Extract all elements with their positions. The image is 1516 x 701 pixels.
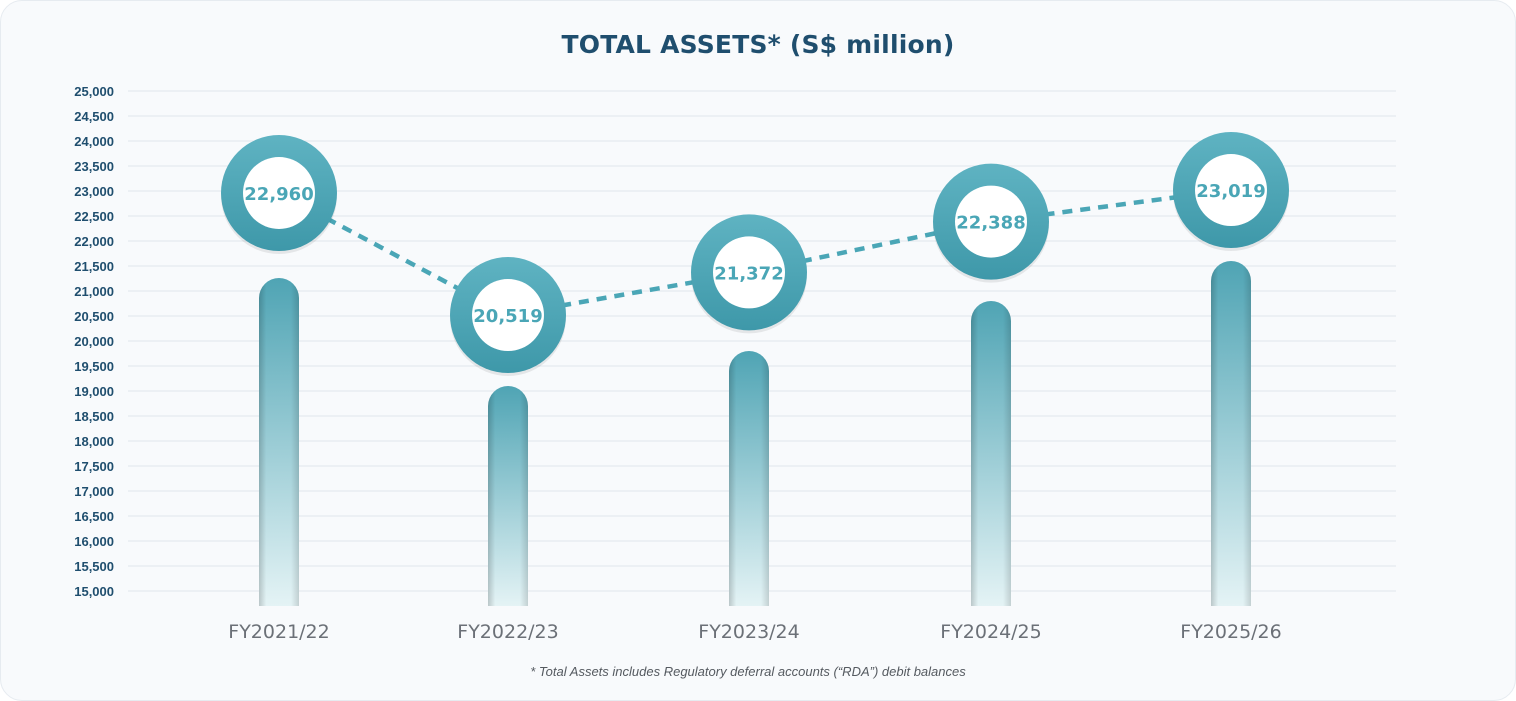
- bar-fy2023-24: [729, 351, 769, 606]
- y-tick-label: 19,000: [74, 384, 114, 399]
- y-tick-label: 17,500: [74, 459, 114, 474]
- bar-fy2021-22: [259, 278, 299, 606]
- x-tick-label: FY2024/25: [940, 621, 1041, 643]
- y-tick-label: 21,500: [74, 259, 114, 274]
- value-ring: 22,960: [221, 135, 337, 254]
- value-ring: 21,372: [691, 214, 807, 334]
- y-axis-ticks: 15,000 15,500 16,000 16,500 17,000 17,500 18,0…: [74, 84, 114, 599]
- y-tick-label: 24,500: [74, 109, 114, 124]
- x-tick-label: FY2025/26: [1180, 621, 1281, 643]
- data-label: 23,019: [1196, 181, 1265, 202]
- value-rings: 22,960 20,519 21,372 22,388 23,019: [221, 132, 1289, 377]
- bars: [259, 261, 1251, 606]
- bar-fy2025-26: [1211, 261, 1251, 606]
- y-tick-label: 18,500: [74, 409, 114, 424]
- y-tick-label: 16,500: [74, 509, 114, 524]
- y-tick-label: 18,000: [74, 434, 114, 449]
- bar-fy2024-25: [971, 301, 1011, 606]
- x-tick-label: FY2022/23: [457, 621, 558, 643]
- data-label: 21,372: [714, 263, 783, 284]
- x-tick-label: FY2021/22: [228, 621, 329, 643]
- y-tick-label: 20,000: [74, 334, 114, 349]
- y-tick-label: 20,500: [74, 309, 114, 324]
- footnote: * Total Assets includes Regulatory defer…: [530, 664, 966, 679]
- y-tick-label: 22,500: [74, 209, 114, 224]
- x-axis-ticks: FY2021/22 FY2022/23 FY2023/24 FY2024/25 FY20…: [228, 621, 1281, 643]
- y-tick-label: 15,500: [74, 559, 114, 574]
- bar-fy2022-23: [488, 386, 528, 606]
- y-tick-label: 25,000: [74, 84, 114, 99]
- y-tick-label: 22,000: [74, 234, 114, 249]
- data-label: 20,519: [473, 306, 542, 327]
- y-tick-label: 15,000: [74, 584, 114, 599]
- chart-title: TOTAL ASSETS* (S$ million): [561, 30, 955, 59]
- data-label: 22,960: [244, 184, 313, 205]
- y-tick-label: 24,000: [74, 134, 114, 149]
- y-tick-label: 23,500: [74, 159, 114, 174]
- y-tick-label: 19,500: [74, 359, 114, 374]
- x-tick-label: FY2023/24: [698, 621, 799, 643]
- value-ring: 20,519: [450, 257, 566, 377]
- value-ring: 22,388: [933, 163, 1049, 283]
- y-tick-label: 16,000: [74, 534, 114, 549]
- y-tick-label: 21,000: [74, 284, 114, 299]
- y-tick-label: 17,000: [74, 484, 114, 499]
- data-label: 22,388: [956, 213, 1025, 234]
- y-tick-label: 23,000: [74, 184, 114, 199]
- value-ring: 23,019: [1173, 132, 1289, 252]
